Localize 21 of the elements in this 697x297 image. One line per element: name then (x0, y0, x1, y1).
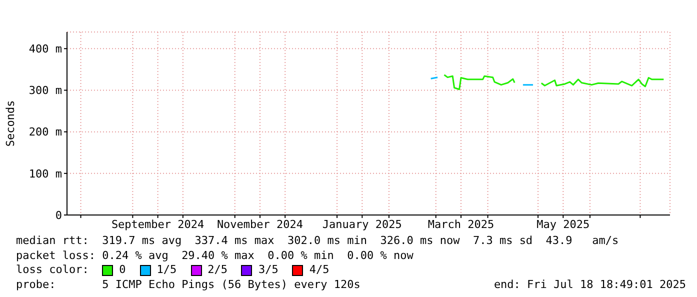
legend-label: 4/5 (309, 263, 330, 278)
y-tick-label: 300 m (28, 84, 62, 98)
x-tick-label: September 2024 (111, 218, 205, 231)
text: probe: 5 ICMP Echo Pings (56 Bytes) every 120s (16, 278, 360, 292)
y-tick-label: 0 (55, 208, 62, 222)
legend-label: 1/5 (156, 263, 177, 278)
x-tick-label: January 2025 (322, 218, 402, 231)
legend-label: 0 (119, 263, 126, 278)
x-tick-label: May 2025 (536, 218, 590, 231)
text: end: Fri Jul 18 18:49:01 2025 (494, 278, 686, 292)
legend-label: 2/5 (208, 263, 228, 278)
x-tick-label: March 2025 (428, 218, 494, 231)
x-tick-label: November 2024 (216, 218, 304, 231)
legend-label: 3/5 (258, 263, 278, 278)
y-axis-title: Seconds (4, 100, 17, 147)
text: median rtt: 319.7 ms avg 337.4 ms max 302.0 ms min 326.0 ms now 7.3 ms sd 43.9 am/s (16, 234, 620, 248)
y-tick-label: 400 m (28, 42, 62, 56)
y-tick-label: 200 m (28, 126, 62, 139)
text: packet loss: 0.24 % avg 29.40 % max 0.00 % min 0.00 % now (16, 248, 414, 263)
legend-title: loss color: (16, 263, 90, 278)
y-tick-label: 100 m (28, 167, 62, 180)
